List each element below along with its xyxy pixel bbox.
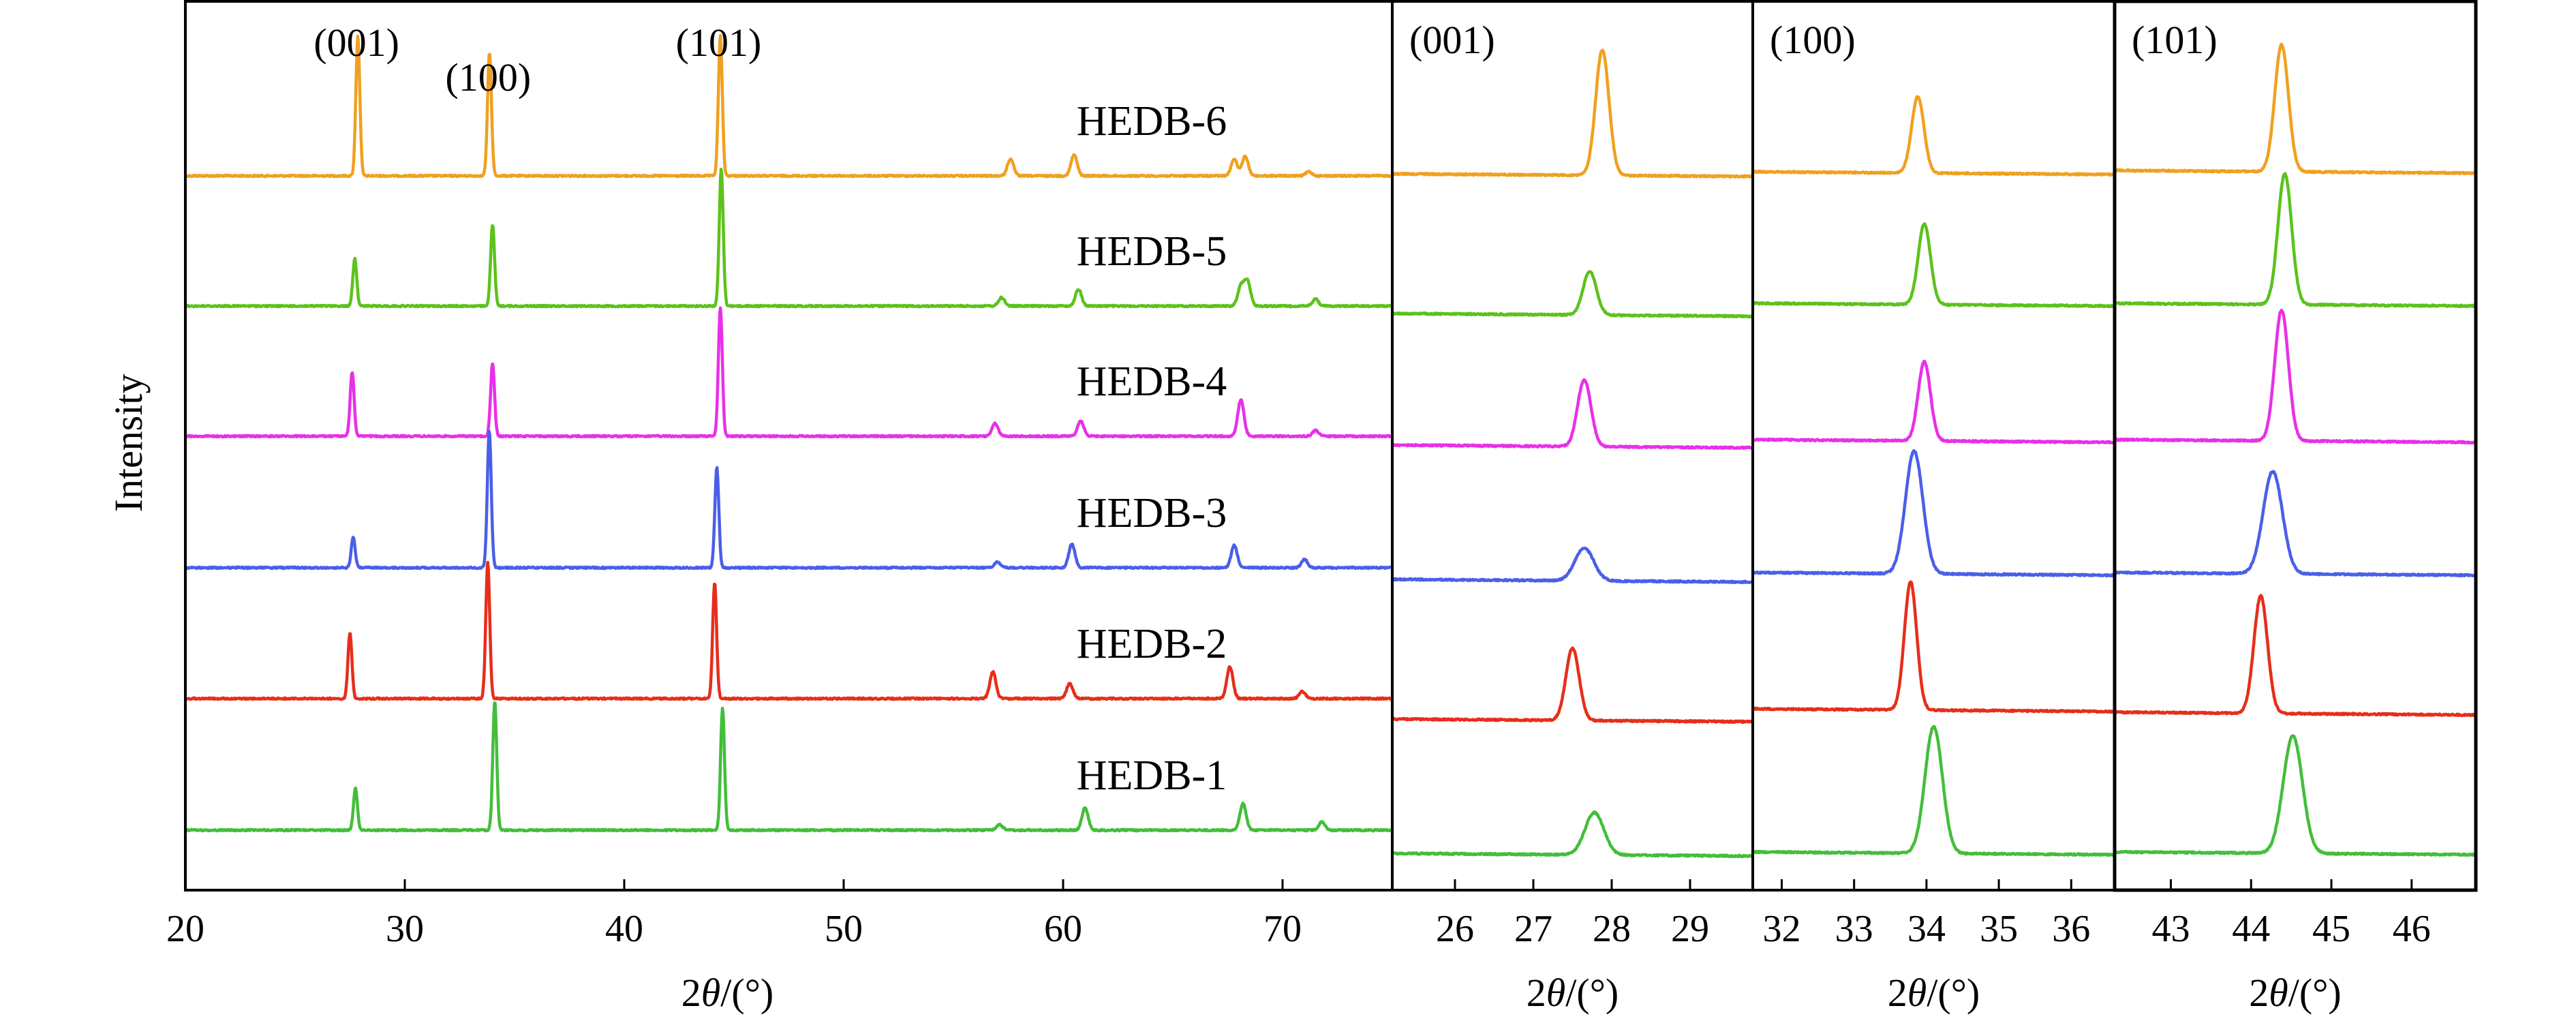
series-line-zoom3-hedb-4 <box>2113 309 2478 445</box>
x-axis-title-3: 2θ/(°) <box>2249 971 2341 1015</box>
x-tick-label: 26 <box>1436 908 1474 950</box>
frame-layer <box>184 0 2478 892</box>
sample-label-hedb-4: HEDB-4 <box>1077 359 1227 405</box>
series-line-zoom3-hedb-6 <box>2113 42 2477 176</box>
y-axis-title: Intensity <box>106 374 151 513</box>
sample-label-hedb-3: HEDB-3 <box>1077 490 1227 536</box>
series-line-zoom1-hedb-6 <box>1391 48 1754 179</box>
peak-label-main-100: (100) <box>446 55 532 100</box>
x-tick-label: 70 <box>1263 908 1302 950</box>
x-tick-label: 45 <box>2312 908 2350 950</box>
series-line-main-hedb-4 <box>184 306 1394 439</box>
x-axis-title-0: 2θ/(°) <box>681 971 773 1015</box>
x-tick-label: 28 <box>1593 908 1631 950</box>
series-line-main-hedb-2 <box>184 560 1394 701</box>
x-tick-label: 27 <box>1514 908 1552 950</box>
series-line-zoom3-hedb-5 <box>2113 172 2477 309</box>
series-line-main-hedb-6 <box>184 34 1394 179</box>
series-line-zoom3-hedb-2 <box>2113 594 2477 718</box>
x-axis-title-2: 2θ/(°) <box>1888 971 1980 1015</box>
x-tick-label: 34 <box>1907 908 1946 950</box>
panel-frame-3 <box>2113 0 2478 892</box>
sample-label-hedb-6: HEDB-6 <box>1077 98 1227 144</box>
x-tick-label: 33 <box>1835 908 1873 950</box>
series-line-zoom3-hedb-1 <box>2113 734 2477 857</box>
x-tick-label: 44 <box>2232 908 2270 950</box>
x-tick-label: 46 <box>2393 908 2431 950</box>
series-line-zoom1-hedb-2 <box>1391 646 1754 725</box>
sample-label-hedb-5: HEDB-5 <box>1077 228 1227 275</box>
series-line-zoom2-hedb-5 <box>1751 222 2116 309</box>
series-line-zoom1-hedb-4 <box>1391 378 1755 451</box>
x-tick-label: 60 <box>1044 908 1082 950</box>
x-tick-label: 20 <box>166 908 204 950</box>
x-tick-label: 50 <box>825 908 863 950</box>
peak-label-zoom-101: (101) <box>2132 18 2218 62</box>
series-line-zoom1-hedb-3 <box>1391 546 1754 585</box>
sample-label-hedb-2: HEDB-2 <box>1077 621 1227 667</box>
peak-label-main-101: (101) <box>676 20 762 65</box>
series-line-zoom2-hedb-1 <box>1751 725 2116 857</box>
series-line-zoom1-hedb-5 <box>1391 270 1754 319</box>
series-line-main-hedb-5 <box>184 168 1394 309</box>
series-line-zoom2-hedb-6 <box>1751 95 2116 177</box>
x-tick-label: 40 <box>605 908 643 950</box>
x-tick-label: 29 <box>1671 908 1709 950</box>
x-tick-label: 35 <box>1980 908 2018 950</box>
peak-label-main-001: (001) <box>313 20 399 65</box>
series-line-main-hedb-1 <box>184 701 1394 833</box>
sample-label-hedb-1: HEDB-1 <box>1077 752 1227 799</box>
series-line-zoom2-hedb-2 <box>1751 580 2116 714</box>
series-line-zoom2-hedb-4 <box>1751 359 2116 444</box>
series-line-main-hedb-3 <box>184 429 1394 570</box>
series-layer <box>184 34 2478 859</box>
x-tick-label: 30 <box>386 908 424 950</box>
peak-label-zoom-001: (001) <box>1409 18 1495 62</box>
panel-frame-2 <box>1751 0 2116 892</box>
x-tick-label: 36 <box>2052 908 2090 950</box>
series-line-zoom1-hedb-1 <box>1391 810 1755 859</box>
x-tick-label: 32 <box>1762 908 1800 950</box>
peak-label-zoom-100: (100) <box>1770 18 1856 62</box>
text-layer: Intensity HEDB-6 HEDB-5 HEDB-4 HEDB-3 HEDB-2… <box>106 18 2431 1015</box>
x-tick-label: 43 <box>2151 908 2190 950</box>
x-axis-title-1: 2θ/(°) <box>1527 971 1619 1015</box>
series-line-zoom3-hedb-3 <box>2113 470 2477 578</box>
series-line-zoom2-hedb-3 <box>1751 448 2117 578</box>
